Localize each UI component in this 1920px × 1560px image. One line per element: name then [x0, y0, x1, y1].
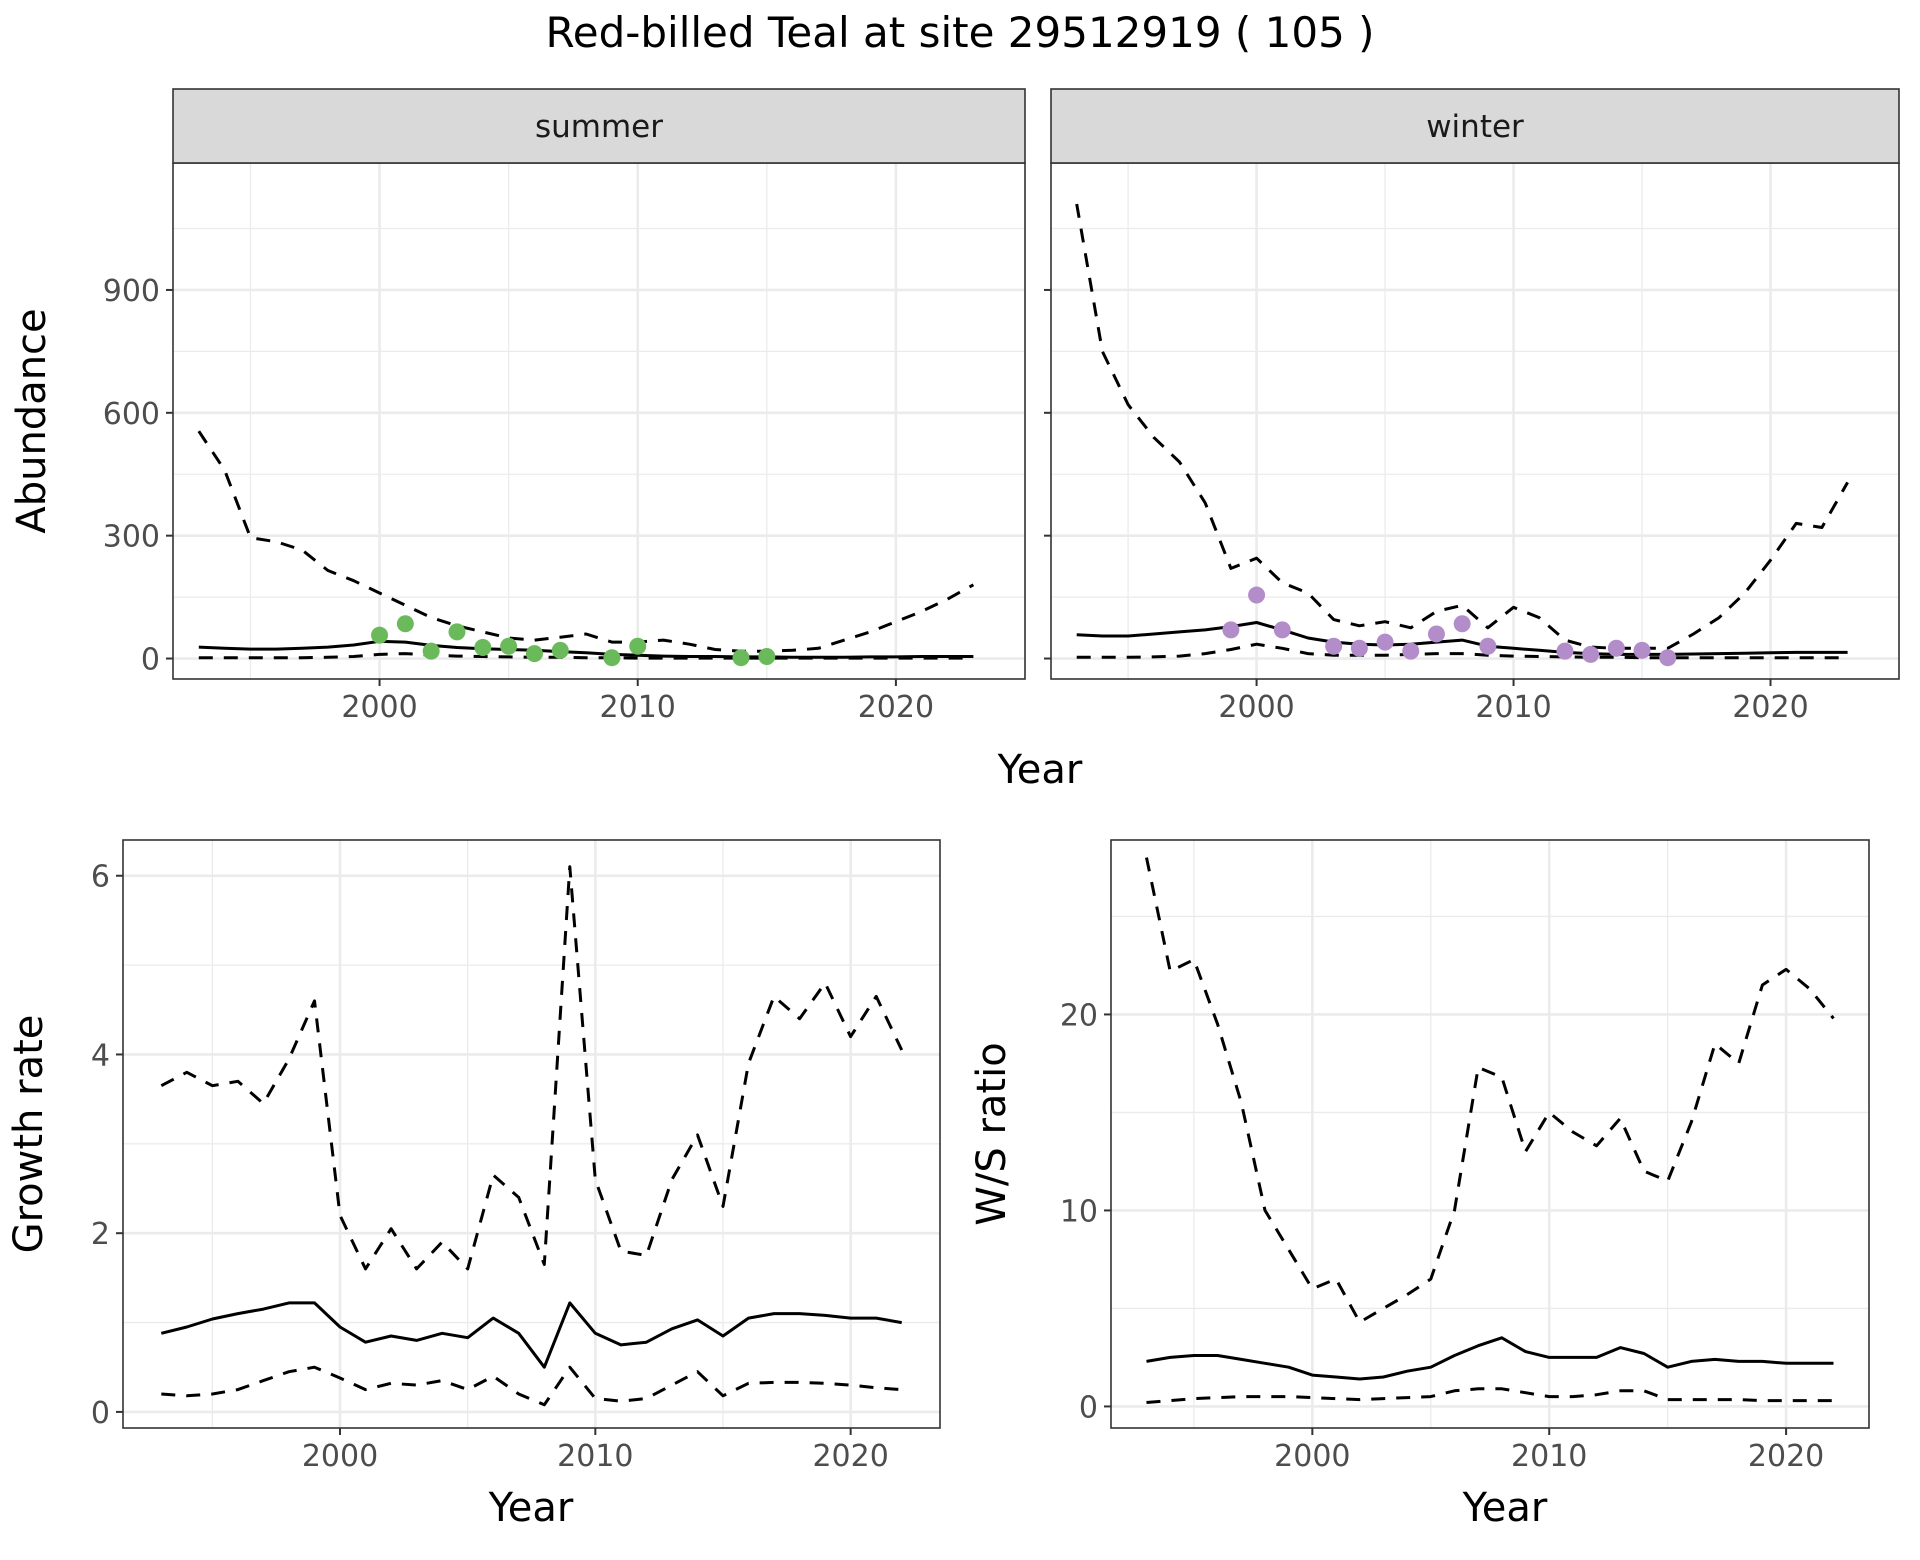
series-line-bound	[160, 865, 904, 1271]
data-point	[525, 645, 543, 663]
x-tick-label: 2010	[557, 1439, 633, 1474]
data-point	[1453, 615, 1471, 633]
x-tick-label: 2020	[812, 1439, 888, 1474]
series-line-mean	[1146, 1336, 1834, 1381]
x-tick-label: 2010	[1475, 690, 1551, 725]
panel-winter-abundance: 2000 2010 2020 winter	[1044, 88, 1900, 725]
series-line-mean	[198, 639, 974, 659]
y-tick-label: 20	[1060, 998, 1098, 1033]
y-axis-title: W/S ratio	[969, 1042, 1015, 1225]
x-tick-label: 2010	[600, 690, 676, 725]
y-tick-label: 10	[1060, 1194, 1098, 1229]
panel-border	[122, 839, 941, 1429]
series-line-mean	[160, 1301, 902, 1369]
data-point	[603, 649, 621, 667]
y-tick-label: 2	[91, 1217, 110, 1252]
data-point	[474, 638, 492, 656]
data-point	[371, 626, 389, 644]
data-point	[732, 649, 750, 667]
data-point	[1376, 633, 1394, 651]
series-line-bound	[1146, 1387, 1834, 1404]
series-line-bound	[197, 430, 975, 653]
x-tick-label: 2020	[1748, 1439, 1824, 1474]
figure-title: Red-billed Teal at site 29512919 ( 105 )	[545, 8, 1374, 57]
data-point	[422, 642, 440, 660]
data-point	[1427, 625, 1445, 643]
panel-ws-ratio: 2000 2010 2020 0 10 20 Year W/S ratio	[969, 839, 1870, 1531]
facet-label: summer	[535, 109, 663, 145]
data-point	[1402, 642, 1420, 660]
data-point	[396, 615, 414, 633]
x-axis-title: Year	[488, 1485, 574, 1531]
x-tick-label: 2000	[341, 690, 417, 725]
data-point	[551, 641, 569, 659]
facet-label: winter	[1426, 109, 1524, 145]
series-line-bound	[198, 652, 974, 660]
panel-growth-rate: 2000 2010 2020 0 2 4 6 Year Growth rate	[6, 839, 941, 1531]
facet-strip	[172, 88, 1026, 164]
data-point	[500, 637, 518, 655]
series-line-bound	[161, 1365, 902, 1407]
y-tick-label: 0	[1079, 1390, 1098, 1425]
data-point	[1248, 586, 1266, 604]
y-axis-title-top: Abundance	[9, 308, 55, 533]
data-point	[1350, 639, 1368, 657]
data-point	[758, 647, 776, 665]
data-point	[629, 637, 647, 655]
x-axis-title-top: Year	[997, 747, 1083, 793]
facet-strip	[1050, 88, 1900, 164]
data-point	[1325, 637, 1343, 655]
y-tick-label: 4	[91, 1038, 110, 1073]
y-tick-label: 0	[91, 1396, 110, 1431]
data-point	[1273, 621, 1291, 639]
series-line-mean	[1076, 621, 1848, 656]
panel-border	[1110, 839, 1870, 1429]
x-tick-label: 2000	[302, 1439, 378, 1474]
data-point	[1582, 645, 1600, 663]
data-point	[1222, 621, 1240, 639]
x-tick-label: 2020	[858, 690, 934, 725]
y-tick-label: 300	[103, 520, 160, 555]
y-tick-label: 0	[141, 643, 160, 678]
x-axis-title: Year	[1462, 1485, 1548, 1531]
x-tick-label: 2020	[1732, 690, 1808, 725]
series-line-bound	[1145, 857, 1835, 1324]
series-line-bound	[1076, 642, 1848, 660]
x-tick-label: 2000	[1218, 690, 1294, 725]
data-point	[448, 623, 466, 641]
data-point	[1607, 639, 1625, 657]
y-tick-label: 600	[103, 397, 160, 432]
data-point	[1633, 641, 1651, 659]
y-axis-title: Growth rate	[6, 1015, 52, 1254]
y-tick-label: 900	[103, 274, 160, 309]
x-tick-label: 2000	[1274, 1439, 1350, 1474]
data-point	[1556, 642, 1574, 660]
x-tick-label: 2010	[1511, 1439, 1587, 1474]
y-tick-label: 6	[91, 860, 110, 895]
data-point	[1479, 637, 1497, 655]
panel-summer-abundance: 2000 2010 2020 0 300 600 900 summer	[103, 88, 1026, 725]
data-point	[1659, 649, 1677, 667]
series-line-bound	[1075, 203, 1849, 650]
